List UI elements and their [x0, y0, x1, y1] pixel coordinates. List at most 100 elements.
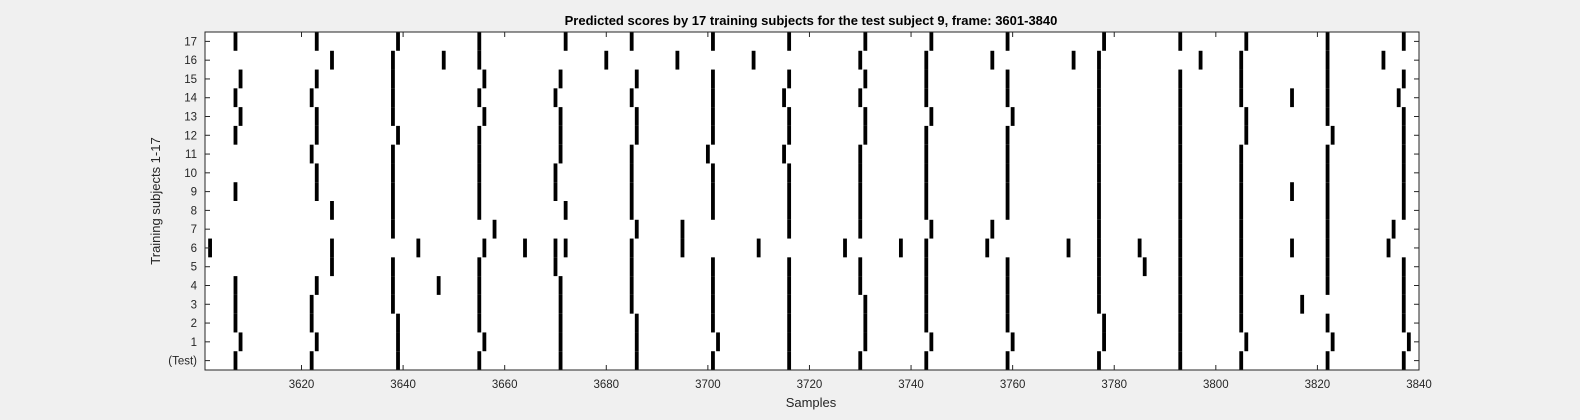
event-mark	[391, 163, 395, 183]
event-mark	[309, 294, 314, 314]
event-mark	[1010, 332, 1015, 352]
event-mark	[1097, 88, 1101, 108]
event-mark	[1178, 163, 1183, 183]
event-mark	[924, 351, 929, 370]
event-mark	[477, 276, 482, 295]
event-mark	[1290, 238, 1294, 258]
event-mark	[863, 69, 868, 89]
event-mark	[558, 276, 563, 295]
event-mark	[1178, 219, 1183, 239]
event-mark	[787, 125, 792, 145]
event-mark	[1381, 50, 1386, 70]
event-mark	[1005, 163, 1010, 183]
event-mark	[330, 50, 334, 70]
event-mark	[1178, 201, 1183, 220]
event-mark	[751, 50, 756, 70]
event-mark	[330, 257, 334, 277]
event-mark	[523, 238, 527, 258]
y-tick-label: 11	[185, 149, 197, 161]
event-mark	[863, 332, 868, 352]
event-mark	[553, 238, 558, 258]
event-mark	[396, 313, 400, 333]
event-mark	[477, 88, 482, 108]
event-mark	[629, 257, 634, 277]
event-mark	[629, 32, 634, 51]
event-mark	[1097, 351, 1101, 370]
event-mark	[634, 107, 639, 126]
event-mark	[716, 332, 720, 352]
y-tick-label: (Test)	[168, 356, 197, 368]
event-mark	[705, 144, 710, 164]
event-mark	[416, 238, 421, 258]
event-mark	[924, 182, 929, 201]
event-mark	[1239, 201, 1244, 220]
event-mark	[1244, 32, 1249, 51]
event-mark	[1178, 69, 1183, 89]
event-marks	[208, 32, 1411, 370]
y-axis-title: Training subjects 1-17	[148, 137, 163, 264]
y-tick-label: 7	[191, 224, 197, 236]
event-mark	[1071, 50, 1076, 70]
event-mark	[1097, 144, 1101, 164]
event-mark	[1097, 219, 1101, 239]
event-mark	[711, 294, 715, 314]
event-mark	[436, 276, 441, 295]
y-tick-label: 10	[184, 168, 197, 180]
event-mark	[391, 182, 395, 201]
event-mark	[314, 125, 319, 145]
event-mark	[924, 201, 929, 220]
event-mark	[843, 238, 847, 258]
event-mark	[924, 294, 929, 314]
event-mark	[1325, 88, 1330, 108]
event-mark	[929, 107, 934, 126]
event-mark	[1401, 69, 1406, 89]
event-mark	[634, 351, 639, 370]
event-mark	[1325, 257, 1330, 277]
event-mark	[990, 219, 995, 239]
event-mark	[863, 294, 868, 314]
event-mark	[477, 294, 482, 314]
event-mark	[563, 238, 568, 258]
event-mark	[1005, 32, 1010, 51]
event-mark	[711, 32, 715, 51]
event-mark	[477, 32, 482, 51]
event-mark	[314, 276, 319, 295]
event-mark	[477, 50, 482, 70]
event-mark	[858, 144, 863, 164]
event-mark	[863, 313, 868, 333]
event-mark	[238, 107, 243, 126]
event-mark	[1005, 69, 1010, 89]
event-mark	[1097, 69, 1101, 89]
event-mark	[858, 88, 863, 108]
event-mark	[558, 125, 563, 145]
event-mark	[711, 257, 715, 277]
event-mark	[477, 351, 482, 370]
event-mark	[233, 313, 238, 333]
event-mark	[782, 88, 786, 108]
y-tick-label: 6	[191, 243, 197, 255]
event-mark	[858, 276, 863, 295]
event-mark	[787, 294, 792, 314]
event-mark	[858, 50, 863, 70]
event-mark	[309, 351, 314, 370]
event-mark	[1142, 257, 1147, 277]
event-mark	[482, 332, 487, 352]
event-mark	[441, 50, 446, 70]
event-mark	[1325, 182, 1330, 201]
event-mark	[1178, 238, 1183, 258]
event-mark	[1239, 276, 1244, 295]
event-mark	[1239, 351, 1244, 370]
event-mark	[1391, 219, 1396, 239]
event-mark	[477, 144, 482, 164]
event-mark	[208, 238, 212, 258]
event-mark	[787, 69, 792, 89]
event-mark	[787, 107, 792, 126]
y-tick-label: 15	[184, 74, 197, 86]
event-mark	[238, 332, 243, 352]
event-mark	[924, 88, 929, 108]
event-mark	[1005, 276, 1010, 295]
event-mark	[1239, 69, 1244, 89]
y-tick-label: 17	[184, 36, 197, 48]
event-mark	[563, 201, 568, 220]
event-mark	[924, 125, 929, 145]
